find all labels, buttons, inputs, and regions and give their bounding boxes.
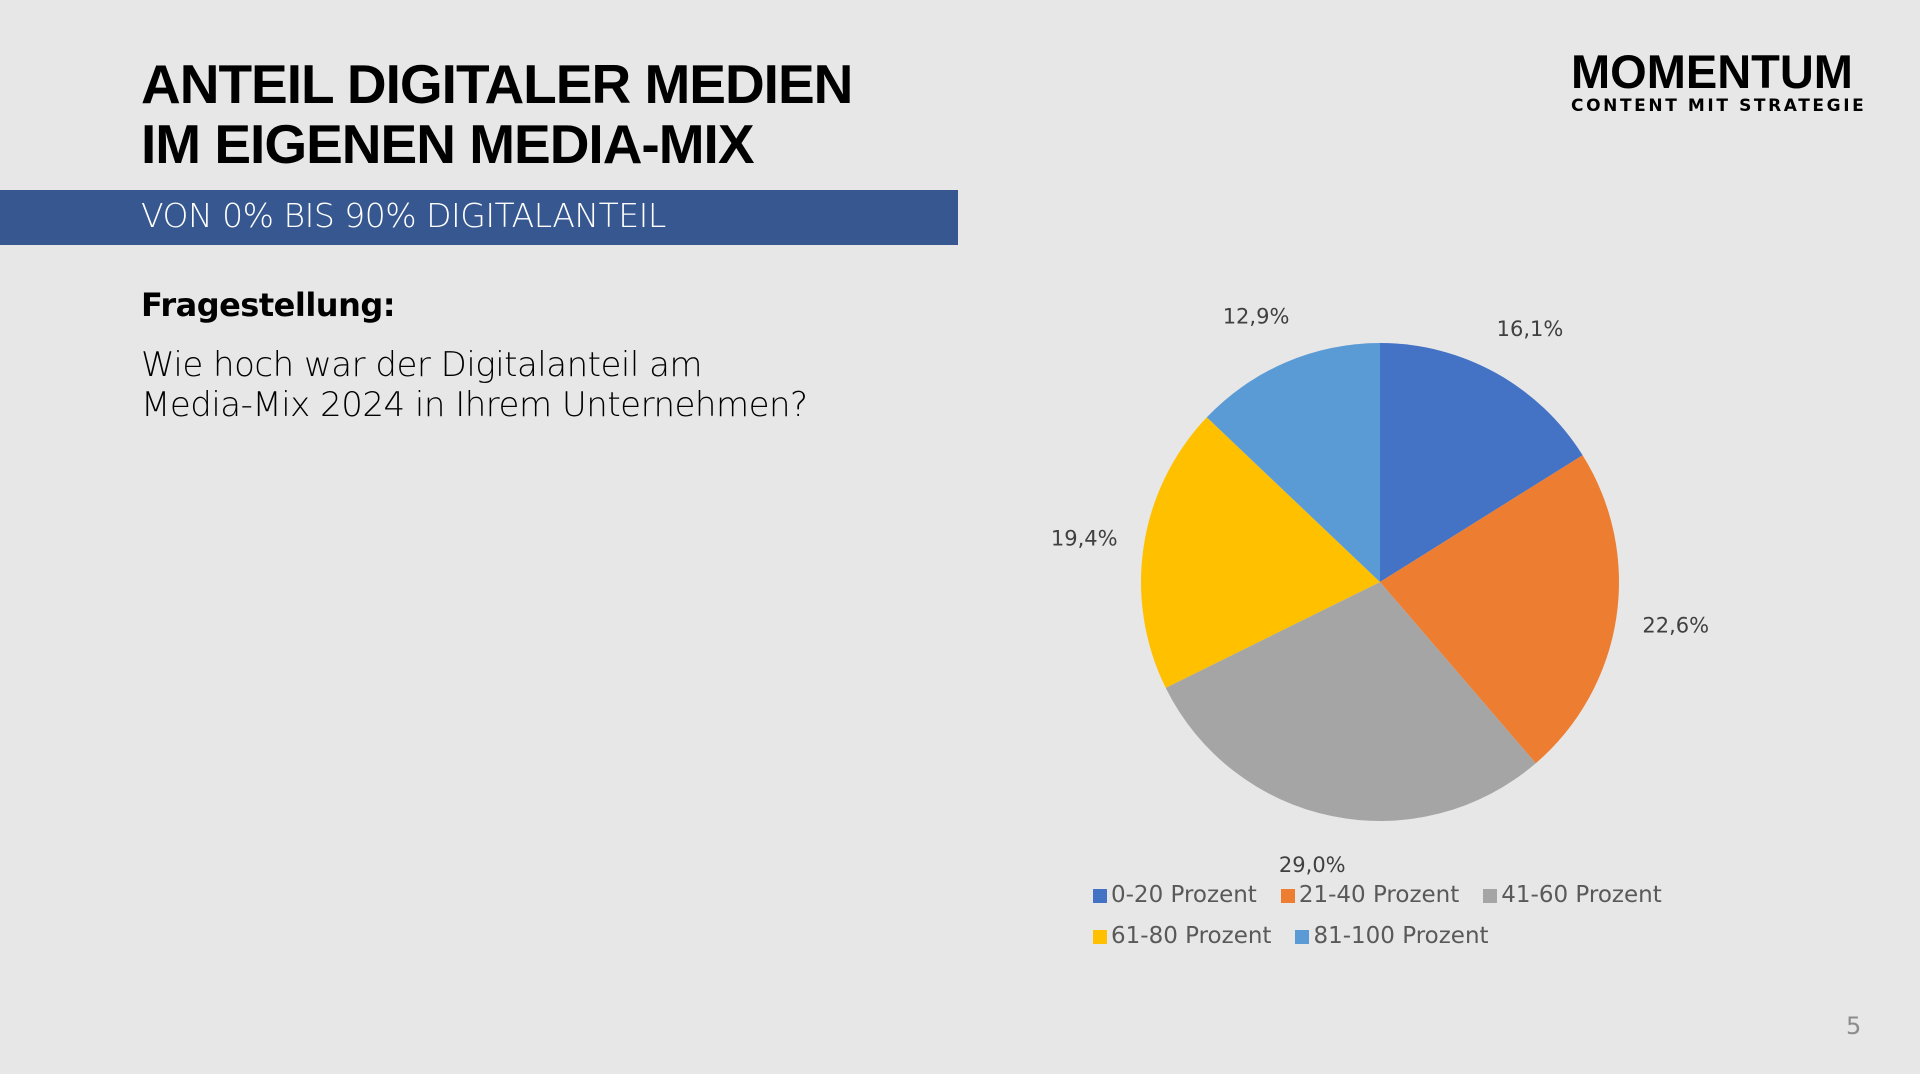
- legend-item: 41-60 Prozent: [1483, 882, 1662, 908]
- pie-slice-1: [1380, 343, 1583, 582]
- legend-label: 0-20 Prozent: [1111, 882, 1257, 908]
- pie-slice-3: [1165, 582, 1536, 821]
- data-label: 22,6%: [1642, 613, 1709, 637]
- pie-slice-5: [1206, 343, 1380, 582]
- legend-label: 61-80 Prozent: [1111, 923, 1272, 949]
- subtitle-bar: VON 0% BIS 90% DIGITALANTEIL: [0, 190, 958, 245]
- question-label: Fragestellung:: [141, 286, 396, 324]
- page-number: 5: [1846, 1012, 1862, 1040]
- data-label: 29,0%: [1279, 853, 1346, 877]
- question-line-1: Wie hoch war der Digitalanteil am: [141, 345, 703, 385]
- legend-label: 21-40 Prozent: [1298, 882, 1460, 908]
- subtitle: VON 0% BIS 90% DIGITALANTEIL: [141, 196, 666, 235]
- legend-item: 21-40 Prozent: [1280, 882, 1460, 908]
- logo-name: MOMENTUM: [1571, 45, 1853, 98]
- pie-slice-4: [1141, 417, 1380, 688]
- legend-swatch: [1093, 930, 1107, 944]
- legend-item: 0-20 Prozent: [1093, 882, 1257, 908]
- question-text: Wie hoch war der Digitalanteil am Media-…: [141, 345, 921, 425]
- legend-swatch: [1295, 930, 1310, 944]
- legend-row: 0-20 Prozent 21-40 Prozent 41-60 Prozent: [1093, 882, 1686, 923]
- data-label: 19,4%: [1051, 527, 1118, 551]
- page-title: ANTEIL DIGITALER MEDIEN IM EIGENEN MEDIA…: [141, 53, 853, 175]
- pie-slice-2: [1380, 455, 1619, 764]
- legend-row: 61-80 Prozent 81-100 Prozent: [1093, 923, 1686, 964]
- data-label: 12,9%: [1223, 304, 1290, 328]
- legend-swatch: [1483, 889, 1498, 903]
- question-line-2: Media-Mix 2024 in Ihrem Unternehmen?: [141, 385, 808, 425]
- legend-swatch: [1280, 889, 1295, 903]
- legend-label: 41-60 Prozent: [1501, 882, 1662, 908]
- legend-item: 81-100 Prozent: [1295, 923, 1489, 949]
- title-line-2: IM EIGENEN MEDIA-MIX: [141, 113, 755, 175]
- data-label: 16,1%: [1497, 317, 1564, 341]
- logo-tagline: CONTENT MIT STRATEGIE: [1571, 96, 1867, 116]
- legend-label: 81-100 Prozent: [1313, 923, 1489, 949]
- legend-item: 61-80 Prozent: [1093, 923, 1271, 949]
- legend-swatch: [1093, 889, 1107, 903]
- title-line-1: ANTEIL DIGITALER MEDIEN: [141, 53, 853, 115]
- momentum-logo: MOMENTUM CONTENT MIT STRATEGIE: [1571, 45, 1867, 116]
- chart-legend: 0-20 Prozent 21-40 Prozent 41-60 Prozent 6…: [1093, 882, 1686, 964]
